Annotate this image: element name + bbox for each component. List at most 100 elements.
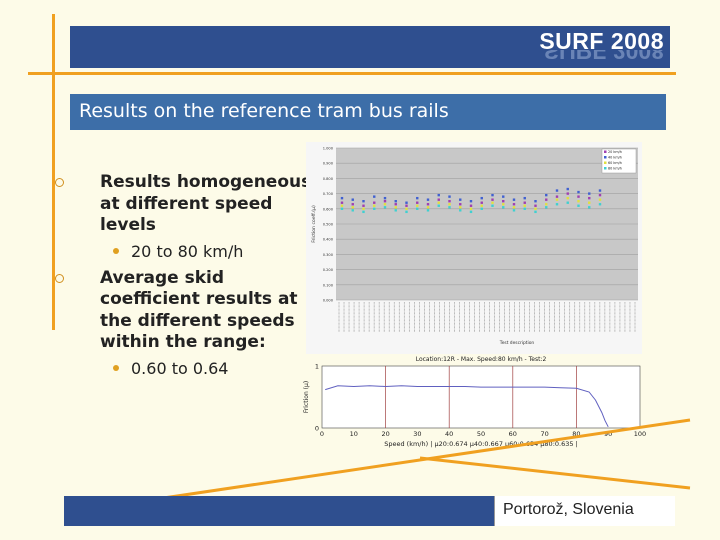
circle-bullet-icon (55, 273, 64, 283)
data-point (437, 201, 440, 204)
y-tick-label: 0.900 (323, 162, 334, 166)
title-bar: Results on the reference tram bus rails (70, 94, 666, 130)
data-point (383, 196, 387, 200)
data-point (512, 198, 516, 201)
y-axis-label: Friction coeff.(μ) (311, 205, 317, 243)
data-point (523, 204, 526, 207)
data-point (588, 206, 591, 209)
data-point (394, 203, 397, 206)
data-point (351, 203, 354, 206)
x-tick-label: 90 (604, 430, 612, 438)
data-point (362, 204, 365, 207)
data-point (555, 195, 559, 198)
plot-area (321, 365, 641, 429)
y-tick-label: 0.800 (323, 177, 334, 181)
y-tick-label: 0.400 (323, 238, 334, 242)
data-point (469, 204, 473, 207)
data-point (383, 206, 387, 209)
data-point (362, 210, 365, 214)
legend-label: 20 km/h (608, 150, 622, 154)
slide-title: Results on the reference tram bus rails (79, 100, 449, 122)
data-point (373, 204, 376, 207)
sub-bullet-text: 20 to 80 km/h (131, 241, 244, 261)
friction-speed-svg: Location:12R - Max. Speed:80 km/h - Test… (303, 356, 646, 448)
data-point (405, 201, 408, 204)
data-point (459, 198, 462, 201)
data-point (469, 200, 473, 203)
bullet-list: Results homogeneous at different speed l… (40, 172, 320, 385)
data-point (566, 187, 569, 191)
data-point (405, 210, 408, 214)
data-point (416, 207, 419, 210)
data-point (491, 204, 494, 207)
x-tick-label: 60 (509, 430, 517, 438)
y-tick-label: 0.100 (323, 283, 334, 287)
data-point (577, 200, 580, 203)
legend-swatch (604, 150, 607, 153)
data-point (437, 193, 440, 197)
sub-bullet-item: 20 to 80 km/h (40, 241, 320, 262)
data-point (598, 198, 602, 201)
data-point (523, 207, 526, 210)
data-point (502, 200, 505, 203)
data-point (566, 196, 569, 200)
data-point (394, 209, 397, 212)
header-bar: SURF 2008 SURF 2008 (70, 26, 670, 68)
data-point (598, 203, 602, 206)
data-point (480, 201, 483, 204)
sub-bullet-item: 0.60 to 0.64 (40, 358, 320, 379)
data-point (598, 189, 602, 192)
data-point (469, 210, 473, 214)
data-point (373, 207, 376, 210)
data-point (448, 203, 451, 206)
legend-label: 80 km/h (608, 167, 622, 171)
data-point (555, 198, 559, 201)
footer-location: Portorož, Slovenia (503, 501, 634, 518)
data-point (459, 206, 462, 209)
data-point (566, 201, 569, 204)
data-point (459, 203, 462, 206)
logo-reflection: SURF 2008 (543, 50, 664, 64)
data-point (469, 207, 473, 210)
data-point (534, 204, 537, 207)
data-point (426, 198, 430, 201)
data-point (437, 204, 440, 207)
friction-scatter-chart: 0.000 0.100 0.200 0.300 0.400 0.500 0.600 0.700… (306, 142, 642, 360)
legend-swatch (604, 156, 607, 159)
legend-swatch (604, 167, 607, 170)
dot-bullet-icon (113, 364, 119, 371)
legend-label: 60 km/h (608, 161, 622, 165)
data-point (491, 201, 494, 204)
data-point (459, 209, 462, 212)
sub-bullet-text: 0.60 to 0.64 (131, 358, 229, 378)
data-point (362, 207, 365, 210)
footer-bar: Portorož, Slovenia (64, 496, 675, 526)
legend-label: 40 km/h (608, 156, 622, 160)
data-point (405, 207, 408, 210)
accent-horizontal-line (28, 72, 676, 75)
legend-swatch (604, 161, 607, 164)
data-point (512, 206, 516, 209)
data-point (394, 200, 397, 203)
data-point (480, 204, 483, 207)
bullet-item: Results homogeneous at different speed l… (40, 172, 320, 237)
data-point (491, 193, 494, 197)
y-tick-label: 0.700 (323, 192, 334, 196)
data-point (523, 196, 526, 200)
data-point (523, 201, 526, 204)
y-tick-label: 0.200 (323, 268, 334, 272)
data-point (512, 209, 516, 212)
data-point (577, 204, 580, 207)
x-tick-label: 50 (477, 430, 485, 438)
data-point (491, 198, 494, 201)
data-point (437, 198, 440, 201)
data-point (362, 200, 365, 203)
data-point (545, 198, 548, 201)
data-point (351, 209, 354, 212)
data-point (416, 204, 419, 207)
footer-location-box: Portorož, Slovenia (494, 496, 675, 526)
data-point (545, 193, 548, 197)
data-point (405, 204, 408, 207)
x-tick-label: 0 (320, 430, 324, 438)
y-tick-label: 0.600 (323, 207, 334, 211)
